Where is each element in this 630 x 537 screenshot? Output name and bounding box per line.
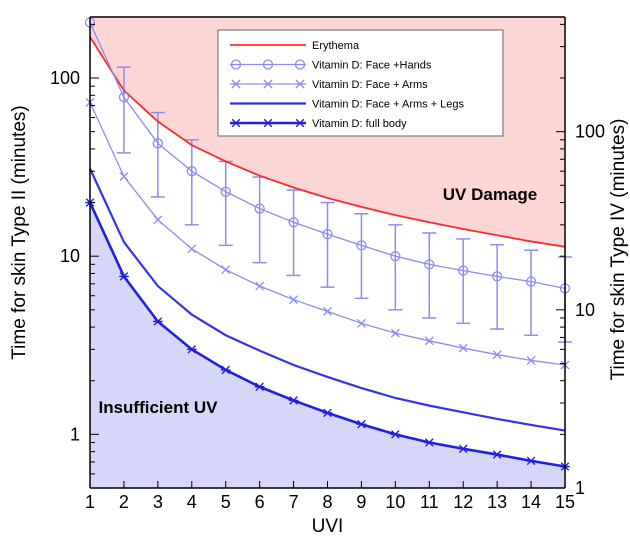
x-tick-label: 10: [385, 492, 405, 512]
y-right-tick-label: 1: [575, 478, 585, 498]
data-point: [186, 166, 197, 177]
series-vitamin-d-full-body: [85, 198, 570, 471]
data-point: [119, 272, 129, 281]
data-point: [289, 295, 299, 305]
region-label-insufficient-uv: Insufficient UV: [98, 398, 218, 417]
y-tick-label: 100: [50, 68, 80, 88]
x-tick-label: 11: [420, 492, 439, 512]
data-point: [187, 244, 197, 254]
data-point: [458, 265, 469, 276]
y-tick-label: 10: [60, 246, 80, 266]
x-tick-label: 12: [453, 492, 473, 512]
legend-marker: [262, 59, 274, 70]
x-tick-label: 14: [521, 492, 541, 512]
x-tick-label: 7: [289, 492, 299, 512]
legend-entry-vitamin-d-full-body: Vitamin D: full body: [230, 118, 407, 130]
x-tick-label: 15: [555, 492, 575, 512]
data-point: [390, 430, 401, 439]
y-right-tick-label: 10: [575, 300, 595, 320]
data-point: [526, 456, 536, 466]
legend-marker: [231, 79, 241, 89]
data-point: [118, 92, 130, 103]
legend-marker: [231, 118, 241, 128]
legend-entry-vitamin-d-face-arms: Vitamin D: Face + Arms: [230, 79, 428, 91]
data-point: [152, 138, 164, 149]
series-vitamin-d-face-arms-legs: [89, 168, 566, 432]
data-point: [254, 382, 265, 392]
x-tick-label: 6: [255, 492, 265, 512]
data-point: [153, 215, 163, 225]
x-tick-label: 3: [153, 492, 163, 512]
data-point: [356, 240, 367, 251]
legend-label: Vitamin D: Face + Arms + Legs: [312, 99, 465, 111]
x-tick-label: 1: [85, 492, 95, 512]
data-point: [492, 450, 502, 459]
insufficient-uv-region: [90, 202, 565, 488]
data-point: [390, 251, 401, 262]
legend-marker: [295, 79, 305, 89]
data-point: [322, 228, 333, 240]
legend-entry-vitamin-d-face-arms-legs: Vitamin D: Face + Arms + Legs: [230, 99, 465, 111]
legend-marker: [230, 59, 242, 70]
y-axis-title: Time for skin Type II (minutes): [9, 105, 30, 359]
x-tick-label: 2: [119, 492, 129, 512]
x-tick-label: 5: [221, 492, 231, 512]
region-label-uv-damage: UV Damage: [443, 185, 537, 204]
legend-marker: [294, 59, 306, 70]
legend-marker: [263, 118, 273, 128]
data-point: [186, 345, 197, 354]
data-point: [255, 281, 265, 291]
series-line: [89, 22, 566, 289]
y-axis-right-title: Time for skin Type IV (minutes): [608, 119, 629, 381]
data-point: [526, 355, 536, 365]
x-tick-label: 8: [322, 492, 332, 512]
data-point: [119, 172, 129, 181]
legend-box: [217, 29, 504, 137]
data-point: [492, 350, 502, 360]
data-point: [323, 306, 332, 316]
legend-label: Vitamin D: Face + Arms: [312, 79, 428, 91]
series-erythema: [89, 36, 566, 248]
data-point: [153, 317, 163, 326]
data-point: [424, 438, 435, 447]
data-point: [322, 408, 333, 418]
data-point: [356, 318, 366, 328]
legend-label: Vitamin D: Face +Hands: [312, 60, 432, 72]
series-line: [89, 168, 566, 432]
data-point: [525, 276, 537, 287]
data-point: [458, 343, 468, 353]
legend-entry-erythema: Erythema: [230, 40, 360, 52]
x-tick-label: 13: [487, 492, 507, 512]
data-point: [424, 336, 434, 346]
series-vitamin-d-face-arms: [85, 97, 570, 370]
legend-label: Vitamin D: full body: [312, 118, 407, 130]
y-tick-label: 1: [70, 424, 80, 444]
data-point: [221, 265, 231, 275]
data-point: [220, 365, 231, 375]
series-group: [84, 17, 572, 471]
x-axis-title: UVI: [312, 516, 344, 537]
data-point: [458, 444, 469, 454]
series-line: [89, 36, 566, 248]
data-point: [220, 186, 231, 197]
legend: Erythema Vitamin D: Face +Hands Vitamin D:…: [217, 29, 504, 137]
y-right-tick-label: 100: [575, 122, 605, 142]
data-point: [390, 328, 400, 338]
data-point: [254, 203, 265, 214]
data-point: [491, 271, 503, 282]
data-point: [424, 259, 435, 270]
legend-marker: [263, 79, 273, 89]
labels: UVI Time for skin Type II (minutes) Time f…: [9, 105, 629, 537]
legend-label: Erythema: [312, 40, 360, 52]
legend-marker: [295, 118, 305, 128]
legend-entry-vitamin-d-face-hands: Vitamin D: Face +Hands: [230, 59, 432, 72]
data-point: [288, 217, 299, 228]
x-tick-label: 4: [187, 492, 197, 512]
x-tick-label: 9: [356, 492, 366, 512]
data-point: [288, 396, 299, 405]
data-point: [356, 419, 367, 429]
